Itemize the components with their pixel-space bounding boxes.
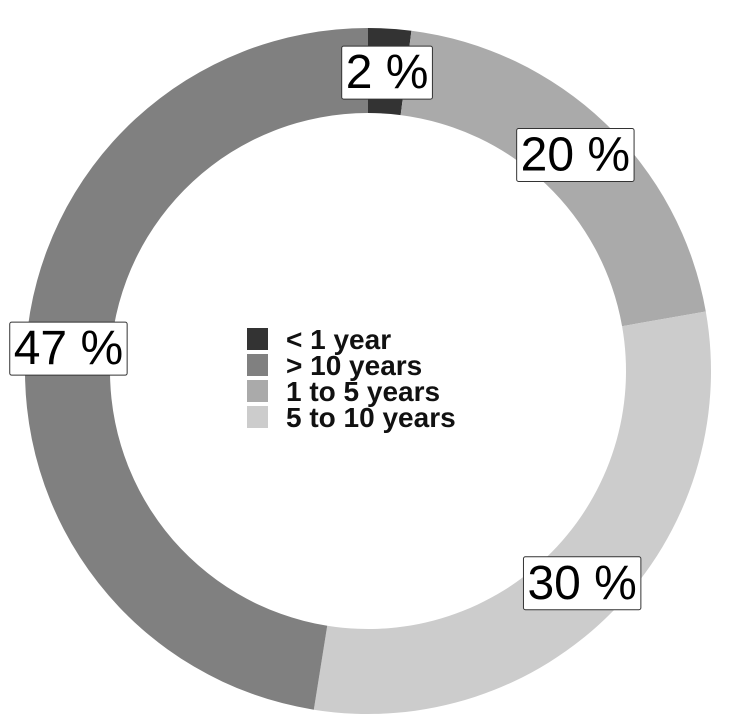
legend-label-1-year: < 1 year [286, 324, 391, 355]
legend-swatch-1-to-5-years [247, 380, 268, 402]
percent-label-text: 47 % [14, 322, 123, 375]
percent-label-10-years: 47 % [9, 321, 128, 376]
legend-label-1-to-5-years: 1 to 5 years [286, 376, 440, 407]
legend-label-5-to-10-years: 5 to 10 years [286, 402, 456, 433]
percent-label-box [516, 128, 635, 183]
percent-label-text: 2 % [346, 46, 429, 99]
slice-10-years [24, 28, 369, 710]
percent-label-text: 30 % [527, 557, 636, 610]
percent-label-1-year: 2 % [341, 45, 433, 100]
percent-labels: 2 % 20 % 30 % 47 % [9, 45, 642, 611]
percent-label-box [341, 45, 433, 100]
percent-label-box [9, 321, 128, 376]
percent-label-1-to-5-years: 20 % [516, 128, 635, 183]
legend-label-10-years: > 10 years [286, 350, 422, 381]
legend-swatch-10-years [247, 354, 268, 376]
legend-swatch-1-year [247, 328, 268, 350]
percent-label-5-to-10-years: 30 % [522, 556, 642, 611]
slice-5-to-10-years [313, 311, 711, 714]
legend-swatch-5-to-10-years [247, 406, 268, 428]
percent-label-box [522, 556, 642, 611]
percent-label-text: 20 % [521, 129, 630, 182]
